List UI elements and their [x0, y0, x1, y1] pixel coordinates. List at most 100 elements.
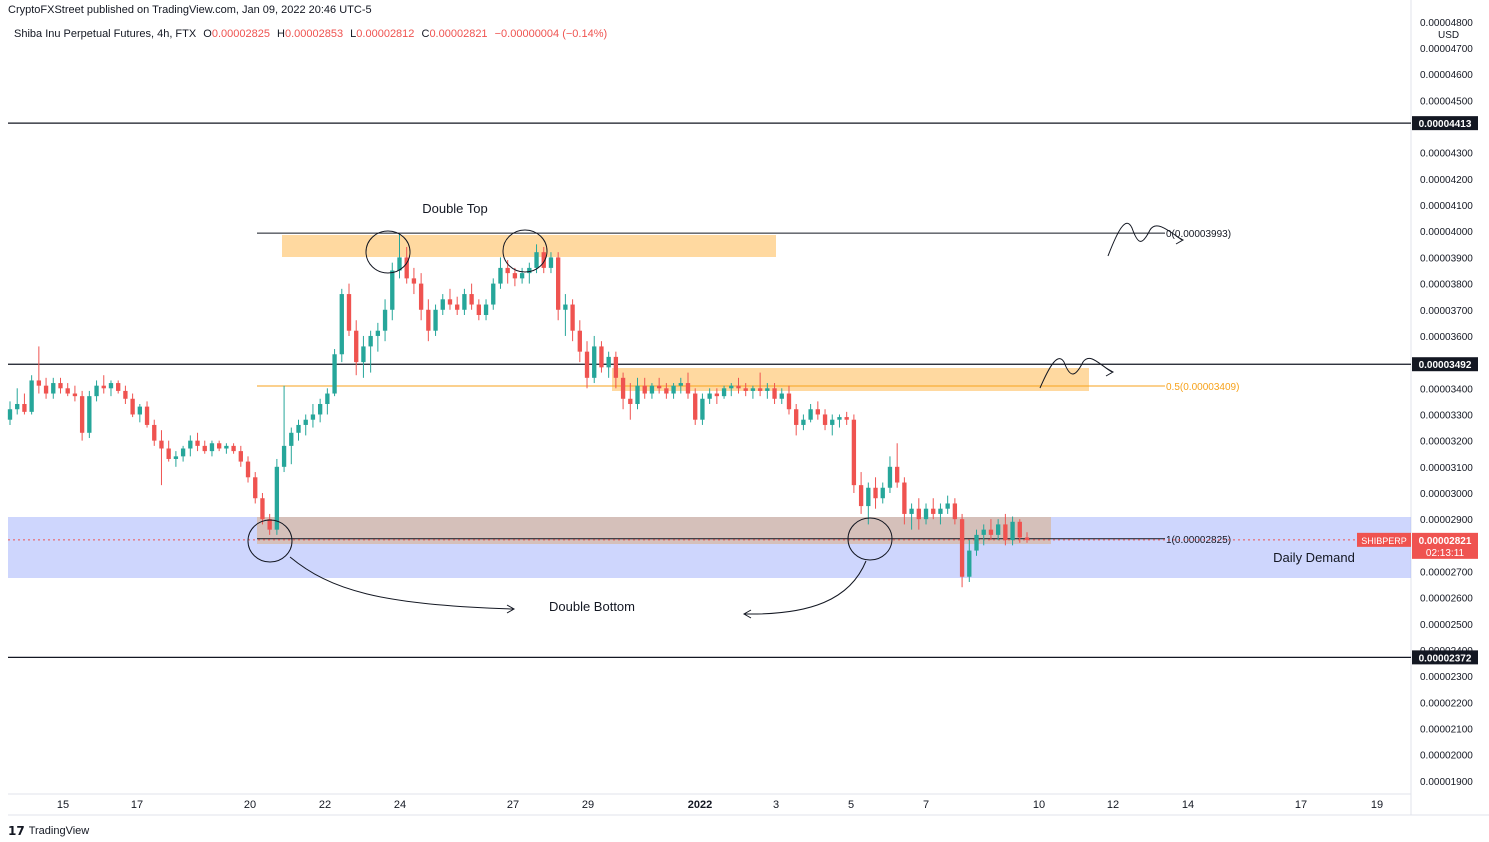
daily-demand-label: Daily Demand: [1273, 550, 1355, 565]
high-label: H: [277, 28, 285, 40]
candle-body: [656, 385, 662, 389]
candle-body: [606, 356, 611, 368]
x-tick-label: 19: [1371, 799, 1383, 811]
candle-body: [519, 273, 525, 279]
candle-body: [108, 383, 114, 389]
candle-body: [794, 409, 799, 425]
candle-body: [418, 283, 424, 310]
candle-body: [260, 498, 265, 520]
candle-body: [1017, 521, 1022, 538]
price-line-badge: [1412, 650, 1478, 665]
y-tick-label: 0.00003200: [1420, 437, 1473, 448]
candle-body: [231, 445, 236, 452]
candle-body: [858, 485, 864, 507]
candle-body: [7, 409, 13, 420]
x-tick-label: 29: [582, 799, 594, 811]
y-tick-label: 0.00004700: [1420, 44, 1473, 55]
candle-body: [94, 385, 99, 397]
candle-body: [209, 443, 215, 452]
candle-body: [426, 309, 431, 331]
y-tick-label: 0.00004100: [1420, 201, 1473, 212]
candle-body: [866, 487, 871, 507]
candle-body: [945, 503, 950, 509]
y-tick-label: 0.00003300: [1420, 410, 1473, 421]
x-tick-label: 14: [1182, 799, 1194, 811]
x-tick-label: 10: [1033, 799, 1045, 811]
candle-body: [43, 385, 49, 394]
candle-body: [952, 503, 958, 520]
y-tick-label: 0.00004800: [1420, 18, 1473, 29]
candle-body: [599, 346, 604, 368]
y-tick-label: 0.00003100: [1420, 463, 1473, 474]
candle-body: [36, 380, 42, 386]
candle-body: [346, 294, 352, 331]
candle-body: [15, 404, 20, 410]
candle-body: [101, 385, 106, 389]
fib-0-label: 0(0.00003993): [1166, 229, 1231, 240]
candle-body: [757, 388, 763, 391]
currency-label: USD: [1438, 30, 1459, 41]
candle-body: [137, 406, 142, 415]
y-tick-label: 0.00002100: [1420, 725, 1473, 736]
candle-body: [548, 257, 554, 268]
candle-body: [959, 519, 965, 577]
candle-body: [822, 414, 828, 425]
x-tick-label: 5: [848, 799, 854, 811]
candle-body: [491, 283, 496, 305]
candle-body: [339, 294, 344, 355]
double-bottom-arrowhead-right: [742, 609, 752, 619]
forecast-squiggle-mid: [1039, 357, 1113, 389]
candle-body: [772, 388, 777, 399]
candle-body: [916, 508, 921, 520]
candle-body: [476, 304, 481, 316]
candle-body: [317, 404, 323, 415]
candle-body: [1003, 524, 1008, 541]
candle-body: [923, 508, 929, 520]
candle-body: [325, 393, 330, 404]
candle-body: [786, 393, 792, 410]
y-tick-label: 0.00004600: [1420, 70, 1473, 81]
x-tick-label: 2022: [688, 799, 712, 811]
double-bottom-circle-1: [247, 519, 293, 563]
y-tick-label: 0.00004500: [1420, 96, 1473, 107]
countdown-label: 02:13:11: [1426, 548, 1465, 559]
candle-body: [375, 330, 381, 336]
candle-body: [765, 388, 770, 391]
symbol-badge: [1357, 532, 1411, 547]
candle-body: [620, 377, 626, 399]
publisher-text: CryptoFXStreet published on TradingView.…: [8, 4, 372, 16]
y-tick-label: 0.00003000: [1420, 489, 1473, 500]
candle-body: [967, 550, 972, 577]
y-tick-label: 0.00002500: [1420, 620, 1473, 631]
candle-body: [303, 419, 308, 425]
price-line-badge: [1412, 357, 1478, 372]
candle-body: [397, 257, 402, 271]
low-value: 0.00002812: [356, 28, 415, 40]
candle-body: [483, 304, 489, 316]
candle-body: [195, 440, 200, 446]
candle-body: [202, 445, 207, 452]
candle-body: [411, 278, 417, 284]
y-tick-label: 0.00002300: [1420, 672, 1473, 683]
candle-body: [678, 383, 683, 386]
candle-body: [447, 299, 453, 305]
x-tick-label: 15: [57, 799, 69, 811]
x-tick-label: 12: [1107, 799, 1119, 811]
x-tick-label: 20: [244, 799, 256, 811]
tradingview-footer[interactable]: 𝟭𝟳 TradingView: [8, 824, 89, 838]
candle-body: [65, 388, 70, 394]
candle-body: [274, 466, 280, 530]
candle-body: [902, 482, 907, 514]
candle-body: [534, 252, 539, 268]
y-tick-label: 0.00003900: [1420, 253, 1473, 264]
y-tick-label: 0.00002600: [1420, 594, 1473, 605]
candle-body: [332, 354, 337, 394]
candle-body: [938, 508, 943, 514]
y-tick-label: 0.00004200: [1420, 175, 1473, 186]
candle-body: [79, 396, 85, 433]
candle-body: [455, 304, 460, 310]
candle-body: [736, 385, 741, 389]
candle-body: [613, 356, 619, 378]
candle-body: [238, 451, 243, 462]
